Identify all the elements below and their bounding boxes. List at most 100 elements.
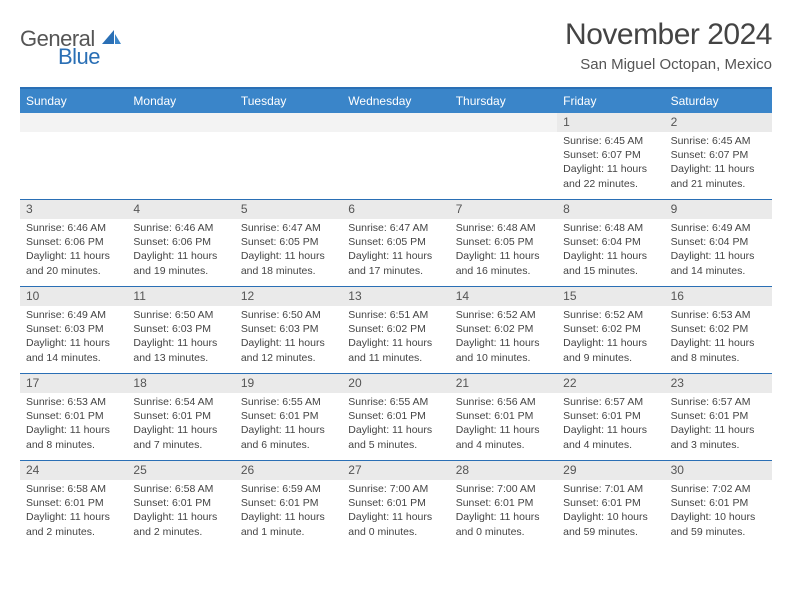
day-info: Sunrise: 6:46 AMSunset: 6:06 PMDaylight:… xyxy=(127,219,234,280)
day-cell: 27Sunrise: 7:00 AMSunset: 6:01 PMDayligh… xyxy=(342,461,449,547)
day-sunset: Sunset: 6:01 PM xyxy=(671,496,768,510)
day-number: 3 xyxy=(20,200,127,219)
day-cell: 23Sunrise: 6:57 AMSunset: 6:01 PMDayligh… xyxy=(665,374,772,460)
day-dl2: and 16 minutes. xyxy=(456,264,553,278)
day-info: Sunrise: 7:00 AMSunset: 6:01 PMDaylight:… xyxy=(450,480,557,541)
day-number: 7 xyxy=(450,200,557,219)
day-info: Sunrise: 6:59 AMSunset: 6:01 PMDaylight:… xyxy=(235,480,342,541)
day-sunrise: Sunrise: 6:49 AM xyxy=(671,221,768,235)
day-number: 13 xyxy=(342,287,449,306)
day-label: Saturday xyxy=(665,89,772,113)
week-row: 17Sunrise: 6:53 AMSunset: 6:01 PMDayligh… xyxy=(20,373,772,460)
day-sunrise: Sunrise: 6:55 AM xyxy=(241,395,338,409)
day-sunrise: Sunrise: 6:47 AM xyxy=(241,221,338,235)
day-sunset: Sunset: 6:01 PM xyxy=(348,409,445,423)
day-sunset: Sunset: 6:01 PM xyxy=(133,496,230,510)
day-dl2: and 4 minutes. xyxy=(563,438,660,452)
day-number: 28 xyxy=(450,461,557,480)
day-dl1: Daylight: 11 hours xyxy=(456,336,553,350)
day-sunset: Sunset: 6:02 PM xyxy=(348,322,445,336)
page-title: November 2024 xyxy=(565,18,772,52)
day-dl1: Daylight: 11 hours xyxy=(348,423,445,437)
day-cell: 9 Sunrise: 6:49 AMSunset: 6:04 PMDaylight… xyxy=(665,200,772,286)
day-sunset: Sunset: 6:04 PM xyxy=(671,235,768,249)
day-dl2: and 8 minutes. xyxy=(26,438,123,452)
day-dl1: Daylight: 11 hours xyxy=(133,423,230,437)
day-sunrise: Sunrise: 6:56 AM xyxy=(456,395,553,409)
day-info: Sunrise: 6:57 AMSunset: 6:01 PMDaylight:… xyxy=(665,393,772,454)
day-info: Sunrise: 6:58 AMSunset: 6:01 PMDaylight:… xyxy=(20,480,127,541)
week-row: 1Sunrise: 6:45 AMSunset: 6:07 PMDaylight… xyxy=(20,113,772,199)
day-dl1: Daylight: 11 hours xyxy=(26,510,123,524)
day-dl2: and 9 minutes. xyxy=(563,351,660,365)
day-dl2: and 21 minutes. xyxy=(671,177,768,191)
day-cell: 13Sunrise: 6:51 AMSunset: 6:02 PMDayligh… xyxy=(342,287,449,373)
day-cell: 6Sunrise: 6:47 AMSunset: 6:05 PMDaylight… xyxy=(342,200,449,286)
day-dl1: Daylight: 11 hours xyxy=(563,249,660,263)
day-sunset: Sunset: 6:04 PM xyxy=(563,235,660,249)
day-dl1: Daylight: 11 hours xyxy=(456,423,553,437)
day-cell xyxy=(450,113,557,199)
sail-icon xyxy=(100,28,122,51)
day-dl2: and 12 minutes. xyxy=(241,351,338,365)
day-number: 15 xyxy=(557,287,664,306)
day-number: 9 xyxy=(665,200,772,219)
logo: General Blue xyxy=(20,26,122,52)
day-sunrise: Sunrise: 7:02 AM xyxy=(671,482,768,496)
day-sunrise: Sunrise: 6:57 AM xyxy=(563,395,660,409)
logo-text-blue: Blue xyxy=(58,44,100,70)
day-dl2: and 8 minutes. xyxy=(671,351,768,365)
day-dl1: Daylight: 11 hours xyxy=(671,162,768,176)
day-dl1: Daylight: 11 hours xyxy=(671,249,768,263)
day-sunrise: Sunrise: 6:53 AM xyxy=(671,308,768,322)
day-dl2: and 17 minutes. xyxy=(348,264,445,278)
day-number: 10 xyxy=(20,287,127,306)
day-sunset: Sunset: 6:01 PM xyxy=(241,409,338,423)
day-number: 20 xyxy=(342,374,449,393)
day-sunset: Sunset: 6:01 PM xyxy=(348,496,445,510)
day-sunrise: Sunrise: 6:48 AM xyxy=(563,221,660,235)
day-number: 22 xyxy=(557,374,664,393)
day-cell: 2Sunrise: 6:45 AMSunset: 6:07 PMDaylight… xyxy=(665,113,772,199)
day-sunrise: Sunrise: 6:50 AM xyxy=(241,308,338,322)
day-info: Sunrise: 6:50 AMSunset: 6:03 PMDaylight:… xyxy=(235,306,342,367)
day-number xyxy=(235,113,342,132)
day-sunset: Sunset: 6:05 PM xyxy=(456,235,553,249)
day-info: Sunrise: 6:47 AMSunset: 6:05 PMDaylight:… xyxy=(342,219,449,280)
week-row: 24Sunrise: 6:58 AMSunset: 6:01 PMDayligh… xyxy=(20,460,772,547)
day-label: Monday xyxy=(127,89,234,113)
day-cell: 5Sunrise: 6:47 AMSunset: 6:05 PMDaylight… xyxy=(235,200,342,286)
day-dl2: and 14 minutes. xyxy=(26,351,123,365)
day-cell: 14Sunrise: 6:52 AMSunset: 6:02 PMDayligh… xyxy=(450,287,557,373)
day-number: 23 xyxy=(665,374,772,393)
day-sunset: Sunset: 6:03 PM xyxy=(133,322,230,336)
day-cell: 3Sunrise: 6:46 AMSunset: 6:06 PMDaylight… xyxy=(20,200,127,286)
day-sunrise: Sunrise: 6:46 AM xyxy=(133,221,230,235)
day-label: Wednesday xyxy=(342,89,449,113)
weekday-header: Sunday Monday Tuesday Wednesday Thursday… xyxy=(20,89,772,113)
day-number: 30 xyxy=(665,461,772,480)
day-sunset: Sunset: 6:01 PM xyxy=(456,496,553,510)
day-number xyxy=(20,113,127,132)
day-sunset: Sunset: 6:02 PM xyxy=(563,322,660,336)
day-sunrise: Sunrise: 6:47 AM xyxy=(348,221,445,235)
day-number: 25 xyxy=(127,461,234,480)
day-sunset: Sunset: 6:01 PM xyxy=(563,409,660,423)
day-number: 5 xyxy=(235,200,342,219)
day-cell: 7Sunrise: 6:48 AMSunset: 6:05 PMDaylight… xyxy=(450,200,557,286)
day-cell xyxy=(20,113,127,199)
day-dl2: and 59 minutes. xyxy=(563,525,660,539)
day-info: Sunrise: 6:46 AMSunset: 6:06 PMDaylight:… xyxy=(20,219,127,280)
day-sunset: Sunset: 6:01 PM xyxy=(563,496,660,510)
day-sunrise: Sunrise: 6:50 AM xyxy=(133,308,230,322)
day-dl1: Daylight: 11 hours xyxy=(133,249,230,263)
day-sunrise: Sunrise: 6:45 AM xyxy=(671,134,768,148)
day-dl1: Daylight: 11 hours xyxy=(26,423,123,437)
day-dl2: and 4 minutes. xyxy=(456,438,553,452)
day-sunrise: Sunrise: 6:52 AM xyxy=(456,308,553,322)
day-dl1: Daylight: 11 hours xyxy=(456,249,553,263)
day-sunset: Sunset: 6:05 PM xyxy=(241,235,338,249)
day-dl2: and 10 minutes. xyxy=(456,351,553,365)
day-number: 18 xyxy=(127,374,234,393)
day-cell xyxy=(127,113,234,199)
